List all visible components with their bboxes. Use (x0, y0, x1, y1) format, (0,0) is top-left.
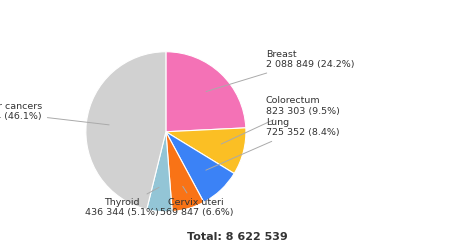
Text: Cervix uteri
569 847 (6.6%): Cervix uteri 569 847 (6.6%) (160, 186, 233, 217)
Wedge shape (86, 52, 166, 209)
Text: Number of new cases in 2018, females, all ages: Number of new cases in 2018, females, al… (77, 10, 397, 23)
Text: Other cancers
3 978 844 (46.1%): Other cancers 3 978 844 (46.1%) (0, 102, 109, 125)
Text: Total: 8 622 539: Total: 8 622 539 (187, 232, 287, 242)
Wedge shape (147, 132, 172, 212)
Text: Thyroid
436 344 (5.1%): Thyroid 436 344 (5.1%) (85, 187, 159, 217)
Text: Breast
2 088 849 (24.2%): Breast 2 088 849 (24.2%) (206, 50, 355, 92)
Text: Lung
725 352 (8.4%): Lung 725 352 (8.4%) (206, 118, 339, 170)
Wedge shape (166, 52, 246, 132)
Wedge shape (166, 128, 246, 173)
Wedge shape (166, 132, 234, 202)
Text: Colorectum
823 303 (9.5%): Colorectum 823 303 (9.5%) (221, 96, 340, 144)
Wedge shape (166, 132, 204, 212)
